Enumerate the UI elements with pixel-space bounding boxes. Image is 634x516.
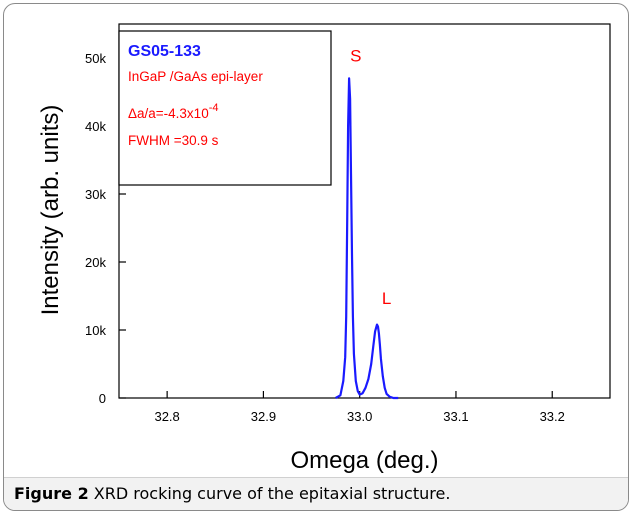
legend-line-3: FWHM =30.9 s <box>128 133 219 148</box>
y-tick-label: 50k <box>85 51 106 66</box>
y-tick-label: 30k <box>85 187 106 202</box>
legend-line-2: Δa/a=-4.3x10-4 <box>128 102 218 121</box>
y-tick-label: 0 <box>99 391 106 406</box>
peak-label-s: S <box>350 46 361 65</box>
caption-period: . <box>445 484 451 503</box>
caption-bar <box>4 477 628 510</box>
plot-frame <box>118 23 611 399</box>
peak-label-l: L <box>382 289 391 308</box>
axis-ticks: 32.8 32.9 33.0 33.1 33.2 0 10k 20k 30k 40k 50k <box>85 51 565 424</box>
y-axis-title: Intensity (arb. units) <box>37 105 64 316</box>
legend-box: GS05-133 InGaP /GaAs epi-layer Δa/a=-4.3… <box>118 30 332 186</box>
legend-line-2-base: Δa/a=-4.3x10 <box>128 106 209 121</box>
x-axis-title: Omega (deg.) <box>290 447 438 474</box>
legend-line-2-exponent: -4 <box>209 102 219 114</box>
y-tick-label: 10k <box>85 323 106 338</box>
y-tick-label: 40k <box>85 119 106 134</box>
xrd-rocking-curve-chart: 32.8 32.9 33.0 33.1 33.2 0 10k 20k 30k 40k 50k Ome… <box>37 23 611 474</box>
series-curve <box>335 77 399 400</box>
legend-line-1: InGaP /GaAs epi-layer <box>128 69 263 84</box>
x-tick-label: 33.1 <box>443 409 468 424</box>
x-tick-label: 32.9 <box>251 409 276 424</box>
caption-text: XRD rocking curve of the epitaxial struc… <box>88 484 446 503</box>
x-tick-label: 33.2 <box>540 409 565 424</box>
x-tick-label: 32.8 <box>154 409 179 424</box>
figure-caption: Figure 2 XRD rocking curve of the epitax… <box>14 484 450 503</box>
peak-annotations: SL <box>350 46 391 308</box>
legend-border <box>118 30 332 186</box>
legend-title: GS05-133 <box>128 43 201 60</box>
y-tick-label: 20k <box>85 255 106 270</box>
x-tick-label: 33.0 <box>347 409 372 424</box>
caption-label: Figure 2 <box>14 484 89 503</box>
